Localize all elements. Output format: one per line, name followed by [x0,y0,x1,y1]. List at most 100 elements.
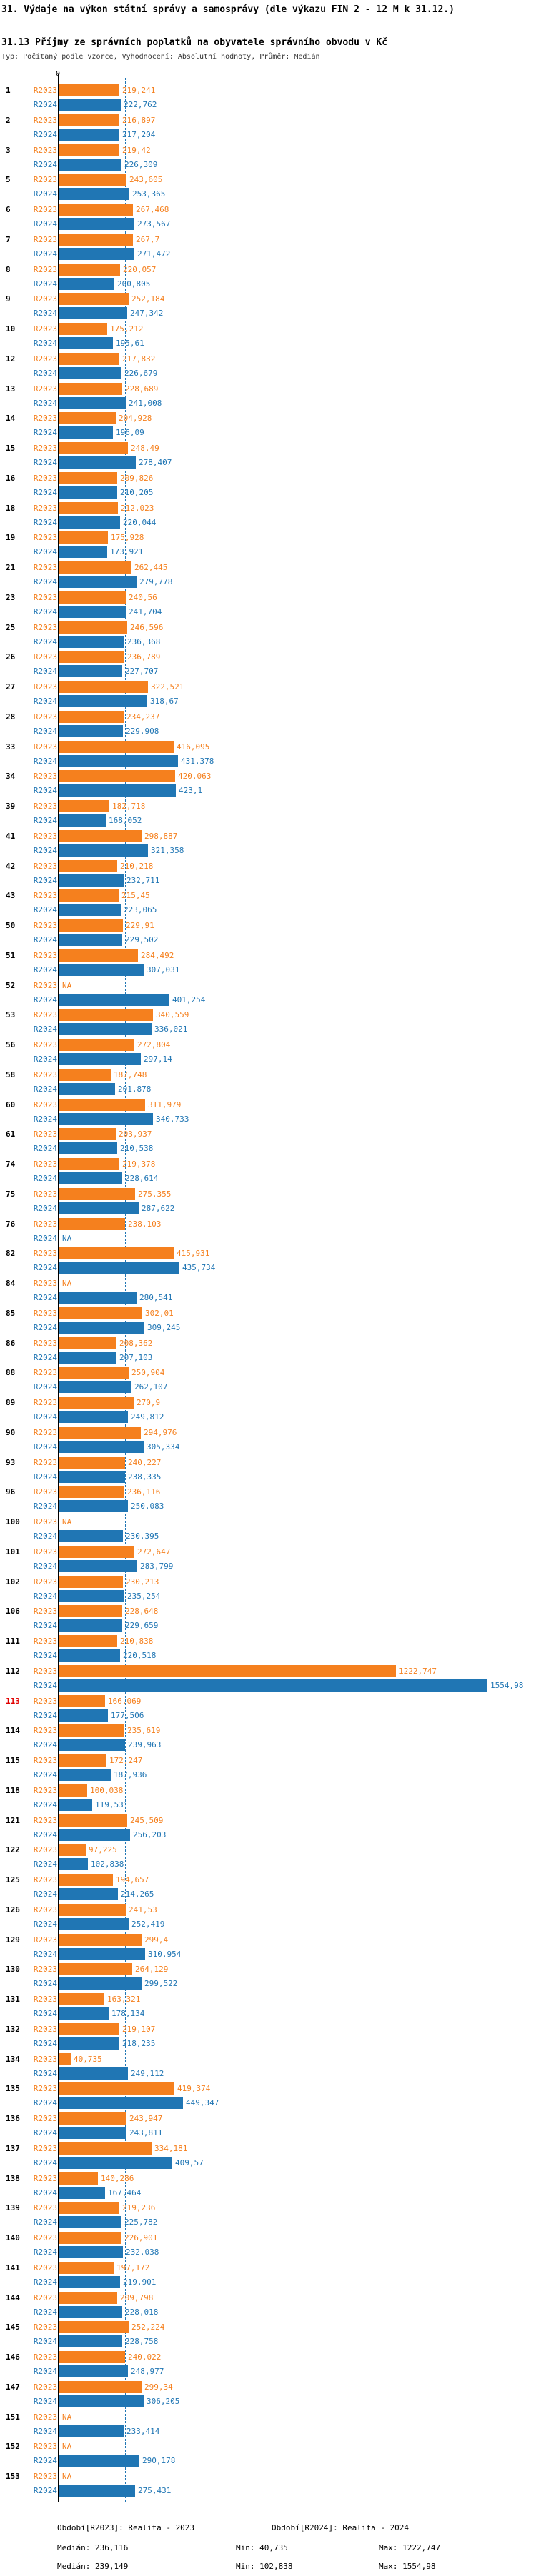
indicator-title: 31.13 Příjmy ze správních poplatků na ob… [1,37,388,48]
bar-r2024 [59,1589,124,1602]
bar-r2024 [59,724,123,737]
row-number: 130 [6,1965,20,1975]
chart-row: 19 R2023 175,928 R2024 173,921 [0,530,536,560]
value-label: 197,172 [116,2262,150,2272]
value-label: 217,204 [122,129,156,139]
row-number: 125 [6,1875,20,1884]
value-label: 228,018 [125,2307,159,2317]
value-label: 222,762 [124,100,157,109]
series-label-r2023: R2023 [33,2442,57,2452]
bar-r2023 [59,949,138,962]
series-label-r2024: R2024 [33,547,57,557]
bar-r2024 [59,516,120,529]
value-label: 243,811 [129,2128,163,2137]
row-number: 135 [6,2084,20,2094]
value-label: 284,492 [141,950,174,960]
value-label: 233,414 [126,2426,160,2436]
row-number: 129 [6,1935,20,1945]
bar-r2023 [59,1844,86,1857]
row-number: 131 [6,1995,20,2004]
chart-row: 10 R2023 175,212 R2024 195,61 [0,321,536,351]
bar-r2024 [59,2455,139,2467]
bar-r2024 [59,1917,129,1930]
bar-r2023 [59,1009,153,1022]
bar-r2024 [59,2127,126,2139]
series-label-r2024: R2024 [33,845,57,855]
value-label: 216,897 [122,115,156,125]
row-number: 75 [6,1189,16,1199]
stat-median-r2023: Medián: 236,116 [57,2543,129,2552]
bar-r2023 [59,2112,126,2125]
series-label-r2024: R2024 [33,2337,57,2347]
bar-r2023 [59,681,148,693]
series-label-r2023: R2023 [33,1457,57,1467]
bar-r2024 [59,1023,152,1036]
bar-r2024 [59,1381,131,1394]
bar-r2024 [59,218,134,230]
value-label: 226,901 [124,2233,158,2242]
na-label: NA [62,2442,72,2452]
series-label-r2024: R2024 [33,1442,57,1452]
value-label: 306,205 [147,2396,180,2406]
bar-r2024 [59,1559,137,1572]
value-label: 247,342 [130,309,164,319]
bar-r2024 [59,2156,172,2169]
median-line-r2024 [125,78,126,2502]
row-number: 82 [6,1249,16,1259]
row-number: 118 [6,1785,20,1795]
bar-r2024 [59,128,119,141]
row-number: 138 [6,2173,20,2183]
value-label: 240,227 [128,1457,162,1467]
chart-row: 1 R2023 219,241 R2024 222,762 [0,83,536,113]
value-label: 318,67 [150,697,179,706]
value-label: 310,954 [148,1949,182,1959]
bar-r2024 [59,1739,125,1752]
row-number: 93 [6,1457,16,1467]
series-label-r2023: R2023 [33,1607,57,1617]
bar-r2023 [59,2082,174,2095]
bar-r2024 [59,904,121,917]
bar-r2023 [59,1426,141,1439]
row-number: 34 [6,772,16,782]
chart-row: 145 R2023 252,224 R2024 228,758 [0,2320,536,2350]
series-label-r2023: R2023 [33,592,57,602]
series-label-r2023: R2023 [33,1010,57,1020]
bar-r2023 [59,651,124,664]
value-label: 272,647 [137,1547,171,1557]
row-number: 112 [6,1666,20,1676]
series-label-r2024: R2024 [33,1561,57,1571]
bar-r2024 [59,934,122,946]
row-number: 26 [6,652,16,662]
series-label-r2023: R2023 [33,921,57,930]
series-label-r2024: R2024 [33,2486,57,2495]
bar-r2024 [59,426,113,439]
bar-r2024 [59,1679,487,1692]
value-label: 203,937 [119,1129,152,1139]
series-label-r2024: R2024 [33,398,57,408]
value-label: 226,309 [124,159,158,169]
row-number: 16 [6,473,16,483]
bar-r2023 [59,531,108,544]
bar-r2023 [59,2261,114,2274]
bar-r2023 [59,1903,126,1916]
bar-r2023 [59,1098,145,1111]
chart-row: 153 R2023 NA R2024 275,431 [0,2469,536,2499]
value-label: 187,748 [114,1069,147,1079]
series-label-r2024: R2024 [33,905,57,915]
series-label-r2024: R2024 [33,2157,57,2167]
series-label-r2023: R2023 [33,414,57,424]
series-label-r2023: R2023 [33,2292,57,2302]
value-label: 250,083 [131,1502,164,1512]
row-number: 115 [6,1756,20,1765]
series-label-r2024: R2024 [33,1829,57,1839]
series-label-r2024: R2024 [33,189,57,199]
value-label: 229,502 [125,935,159,944]
series-label-r2023: R2023 [33,2472,57,2481]
series-label-r2024: R2024 [33,935,57,944]
row-number: 144 [6,2292,20,2302]
row-number: 28 [6,712,16,722]
legend-r2023: Období[R2023]: Realita - 2023 [57,2523,195,2532]
value-label: 449,347 [186,2098,219,2108]
series-label-r2023: R2023 [33,831,57,841]
series-label-r2023: R2023 [33,1726,57,1736]
